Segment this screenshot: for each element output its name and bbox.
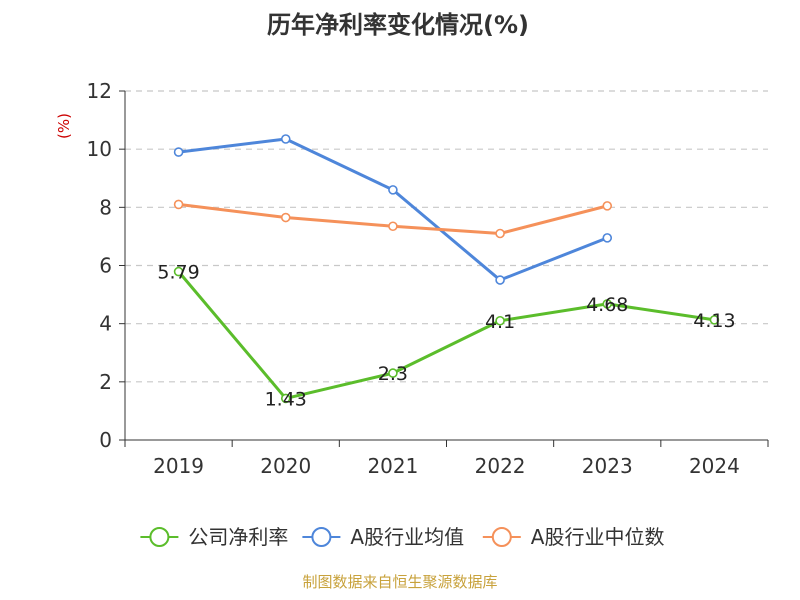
data-point (173, 147, 184, 157)
data-labels: 5.79 1.43 2.3 4.1 4.68 4.13 (157, 262, 735, 411)
x-tick-label: 2022 (475, 454, 526, 478)
data-label: 4.68 (586, 294, 628, 316)
data-label: 1.43 (265, 388, 307, 410)
data-point (709, 315, 720, 325)
legend-label: A股行业中位数 (531, 525, 665, 549)
legend-marker-icon (491, 527, 512, 547)
x-tick-label: 2021 (367, 454, 418, 478)
legend-item-2[interactable]: A股行业均值 (302, 525, 464, 549)
y-tick-label: 6 (99, 254, 112, 278)
legend-marker-icon (149, 527, 170, 547)
data-label: 5.79 (157, 262, 199, 284)
x-tick-label: 2023 (582, 454, 633, 478)
y-tick-label: 0 (99, 428, 112, 452)
legend-marker-icon (311, 527, 332, 547)
legend-item-1[interactable]: 公司净利率 (140, 525, 288, 549)
data-point (280, 134, 291, 144)
data-point (280, 393, 291, 404)
data-label: 4.13 (693, 310, 735, 332)
axes: 0 2 4 6 8 10 12 2019 2020 2021 2022 2023 2024 (87, 79, 769, 478)
data-point (173, 266, 184, 277)
x-tick-label: 2020 (260, 454, 311, 478)
data-point (388, 221, 398, 232)
data-point (495, 275, 505, 285)
y-tick-label: 8 (99, 195, 112, 219)
y-tick-label: 10 (87, 137, 112, 161)
y-tick-label: 4 (99, 312, 112, 336)
data-label: 2.3 (378, 363, 408, 385)
legend: 公司净利率 A股行业均值 A股行业中位数 (140, 525, 664, 549)
data-point (495, 228, 505, 239)
legend-label: 公司净利率 (188, 525, 288, 549)
data-point (173, 199, 184, 210)
series-line-2 (178, 137, 608, 282)
data-point (602, 233, 613, 243)
data-point (388, 368, 398, 378)
legend-label: A股行业均值 (350, 525, 464, 549)
y-tick-label: 12 (87, 79, 112, 103)
data-point (495, 315, 505, 326)
gridlines (125, 90, 768, 383)
y-axis-label: (%) (55, 113, 73, 139)
data-point (388, 185, 398, 195)
legend-item-3[interactable]: A股行业中位数 (482, 525, 665, 549)
series-line-1 (177, 270, 715, 400)
data-label: 4.1 (485, 311, 515, 333)
data-point (602, 201, 613, 211)
data-point (280, 212, 291, 223)
source-note: 制图数据来自恒生聚源数据库 (302, 573, 497, 591)
data-point (602, 299, 613, 309)
x-tick-label: 2019 (153, 454, 204, 478)
series-group (173, 134, 720, 404)
y-tick-label: 2 (99, 370, 112, 394)
x-tick-label: 2024 (689, 454, 740, 478)
chart-title: 历年净利率变化情况(%) (267, 11, 529, 39)
